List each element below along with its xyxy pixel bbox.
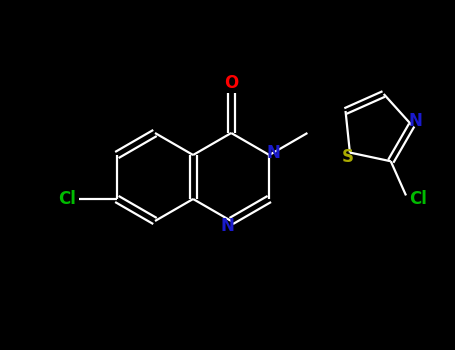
Text: N: N (266, 144, 280, 162)
Text: N: N (409, 112, 423, 130)
Text: Cl: Cl (409, 190, 427, 209)
Text: O: O (224, 75, 238, 92)
Text: S: S (342, 148, 354, 166)
Text: N: N (220, 217, 234, 235)
Text: Cl: Cl (58, 190, 76, 208)
